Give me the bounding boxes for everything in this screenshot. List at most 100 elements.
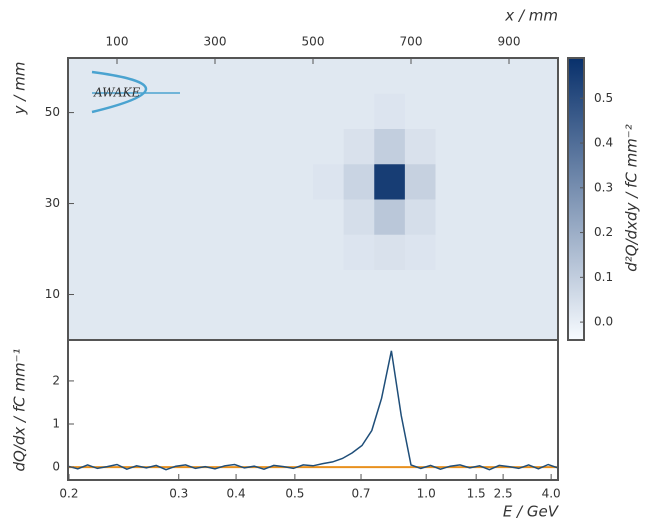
heatmap-cell [527, 270, 558, 306]
heatmap-cell [282, 305, 313, 341]
x-tick-label: 500 [302, 35, 325, 49]
series-line [68, 351, 558, 470]
heatmap-cell [129, 164, 160, 200]
heatmap-cell [99, 199, 130, 235]
colorbar [568, 58, 584, 340]
y-axis-title: y / mm [11, 62, 29, 116]
heatmap-cell [160, 270, 191, 306]
x-tick-label: 1.5 [467, 487, 486, 501]
heatmap-cell [497, 129, 528, 165]
heatmap-cell [374, 199, 405, 235]
heatmap-cell [466, 234, 497, 270]
heatmap-cell [527, 164, 558, 200]
heatmap-cell [313, 305, 344, 341]
heatmap-cell [497, 270, 528, 306]
x-tick-label: 100 [106, 35, 129, 49]
heatmap-cell [466, 199, 497, 235]
heatmap-cell [282, 270, 313, 306]
heatmap-cell [374, 234, 405, 270]
heatmap-cell [436, 199, 467, 235]
heatmap-cell [527, 58, 558, 94]
heatmap-cell [282, 129, 313, 165]
heatmap-cell [436, 58, 467, 94]
y-tick-label: 1 [52, 417, 60, 431]
heatmap-cell [405, 199, 436, 235]
x-axis-title: E / GeV [503, 503, 560, 521]
heatmap-cell [221, 199, 252, 235]
colorbar-tick-label: 0.4 [594, 136, 613, 150]
heatmap-cell [252, 129, 283, 165]
y-tick-label: 2 [52, 373, 60, 387]
heatmap-cell [282, 164, 313, 200]
heatmap-cell [99, 305, 130, 341]
heatmap-cell [374, 129, 405, 165]
heatmap-cell [344, 270, 375, 306]
heatmap-cell [99, 164, 130, 200]
heatmap-cell [221, 234, 252, 270]
heatmap-cell [221, 129, 252, 165]
heatmap-cell [374, 58, 405, 94]
heatmap-cell [191, 164, 222, 200]
y-tick-label: 30 [45, 196, 60, 210]
heatmap-cell [221, 305, 252, 341]
heatmap-cell [221, 93, 252, 129]
heatmap-cell [313, 199, 344, 235]
x-tick-label: 0.2 [59, 487, 78, 501]
x-tick-label: 4.0 [542, 487, 561, 501]
colorbar-tick-label: 0.2 [594, 225, 613, 239]
heatmap-cell [99, 129, 130, 165]
heatmap-cell [282, 93, 313, 129]
heatmap-cell [252, 164, 283, 200]
x-tick-label: 0.3 [169, 487, 188, 501]
heatmap-cell [191, 58, 222, 94]
heatmap-cell [191, 305, 222, 341]
heatmap-cell [436, 305, 467, 341]
heatmap-cell [436, 129, 467, 165]
heatmap-cell [405, 164, 436, 200]
heatmap-cell [527, 199, 558, 235]
heatmap-cell [191, 234, 222, 270]
heatmap-cell [374, 164, 405, 200]
heatmap-cell [221, 164, 252, 200]
heatmap-cell [344, 93, 375, 129]
heatmap-cell [129, 270, 160, 306]
heatmap-cell [374, 270, 405, 306]
heatmap-cell [160, 199, 191, 235]
heatmap-cell [129, 199, 160, 235]
heatmap-cell [68, 234, 99, 270]
heatmap-cell [68, 270, 99, 306]
heatmap-cell [405, 305, 436, 341]
colorbar-tick-label: 0.1 [594, 270, 613, 284]
heatmap-cell [282, 58, 313, 94]
heatmap-cell [252, 93, 283, 129]
heatmap-cell [374, 305, 405, 341]
heatmap-cell [160, 164, 191, 200]
plot-frame [68, 340, 558, 480]
heatmap-cell [436, 164, 467, 200]
heatmap-cell [527, 93, 558, 129]
heatmap-cell [374, 93, 405, 129]
heatmap-cell [405, 234, 436, 270]
heatmap-cell [344, 305, 375, 341]
heatmap-cell [527, 305, 558, 341]
logo-text: AWAKE [93, 86, 141, 100]
heatmap-cell [405, 270, 436, 306]
heatmap-cell [129, 305, 160, 341]
colorbar-tick-label: 0.3 [594, 180, 613, 194]
heatmap-cell [68, 305, 99, 341]
heatmap-cell [527, 234, 558, 270]
x-tick-label: 1.0 [417, 487, 436, 501]
figure: x / mm y / mm d²Q/dxdy / fC mm⁻² dQ/dx /… [0, 0, 648, 525]
heatmap-cell [160, 234, 191, 270]
x-tick-label: 300 [204, 35, 227, 49]
heatmap-cell [313, 164, 344, 200]
x-axis-title: x / mm [504, 7, 558, 25]
y-tick-label: 10 [45, 287, 60, 301]
y-tick-label: 50 [45, 105, 60, 119]
heatmap-cell [68, 164, 99, 200]
colorbar-tick-label: 0.5 [594, 91, 613, 105]
x-tick-label: 0.4 [227, 487, 246, 501]
heatmap-cell [405, 93, 436, 129]
heatmap-cell [68, 199, 99, 235]
heatmap-cell [313, 270, 344, 306]
